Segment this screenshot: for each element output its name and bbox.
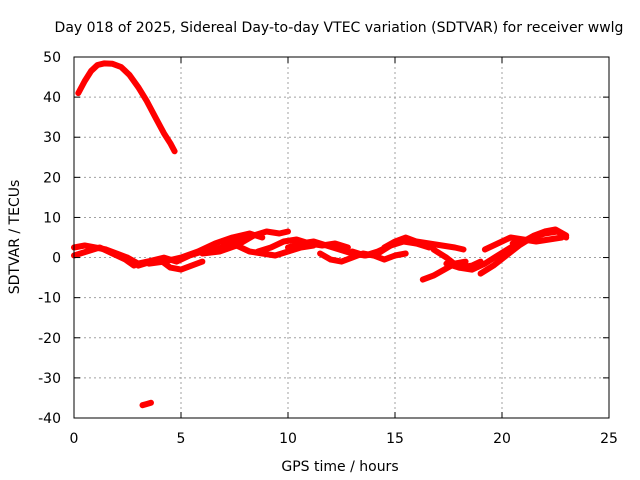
y-tick-label: 20 — [43, 170, 61, 186]
data-series — [71, 60, 570, 409]
chart-title: Day 018 of 2025, Sidereal Day-to-day VTE… — [55, 20, 624, 36]
y-tick-label: -30 — [38, 371, 61, 387]
y-tick-label: 30 — [43, 130, 61, 146]
plot-frame — [73, 56, 610, 419]
series-arc-14 — [381, 234, 467, 253]
axis-ticks: 0 5 10 15 20 25 -40 -30 -20 -10 0 10 20 30 40 50 — [38, 50, 618, 447]
y-axis-label: SDTVAR / TECUs — [7, 180, 23, 295]
series-arc-4 — [71, 244, 137, 269]
y-tick-label: -40 — [38, 411, 61, 427]
grid — [74, 57, 609, 418]
x-axis-label: GPS time / hours — [281, 459, 398, 475]
series-arc-1 — [75, 60, 178, 155]
x-tick-label: 10 — [279, 431, 297, 447]
x-tick-label: 15 — [386, 431, 404, 447]
y-tick-label: 40 — [43, 90, 61, 106]
y-tick-label: 50 — [43, 50, 61, 66]
x-tick-label: 25 — [600, 431, 618, 447]
series-arc-9 — [220, 240, 317, 259]
series-arc-15 — [419, 258, 469, 283]
y-tick-label: -10 — [38, 291, 61, 307]
y-tick-label: 10 — [43, 210, 61, 226]
x-tick-label: 5 — [177, 431, 186, 447]
series-arc-8 — [199, 228, 291, 257]
series-arc-16 — [430, 244, 514, 273]
x-tick-label: 20 — [493, 431, 511, 447]
series-arc-20 — [509, 226, 570, 247]
series-arc-17 — [443, 258, 484, 271]
y-tick-label: -20 — [38, 331, 61, 347]
y-tick-label: 0 — [52, 251, 61, 267]
x-tick-label: 0 — [70, 431, 79, 447]
series-arc-7 — [145, 230, 266, 267]
series-arc-2 — [139, 399, 154, 409]
